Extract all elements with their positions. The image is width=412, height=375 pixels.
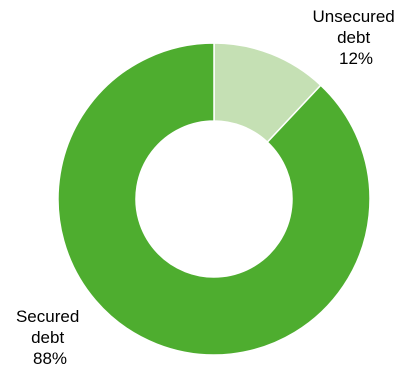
slice-secured-debt: [57, 42, 371, 356]
slice-label-secured: Secured debt 88%: [16, 307, 84, 368]
donut-slices: [57, 42, 371, 356]
slice-label-unsecured: Unsecured debt 12%: [313, 7, 400, 68]
